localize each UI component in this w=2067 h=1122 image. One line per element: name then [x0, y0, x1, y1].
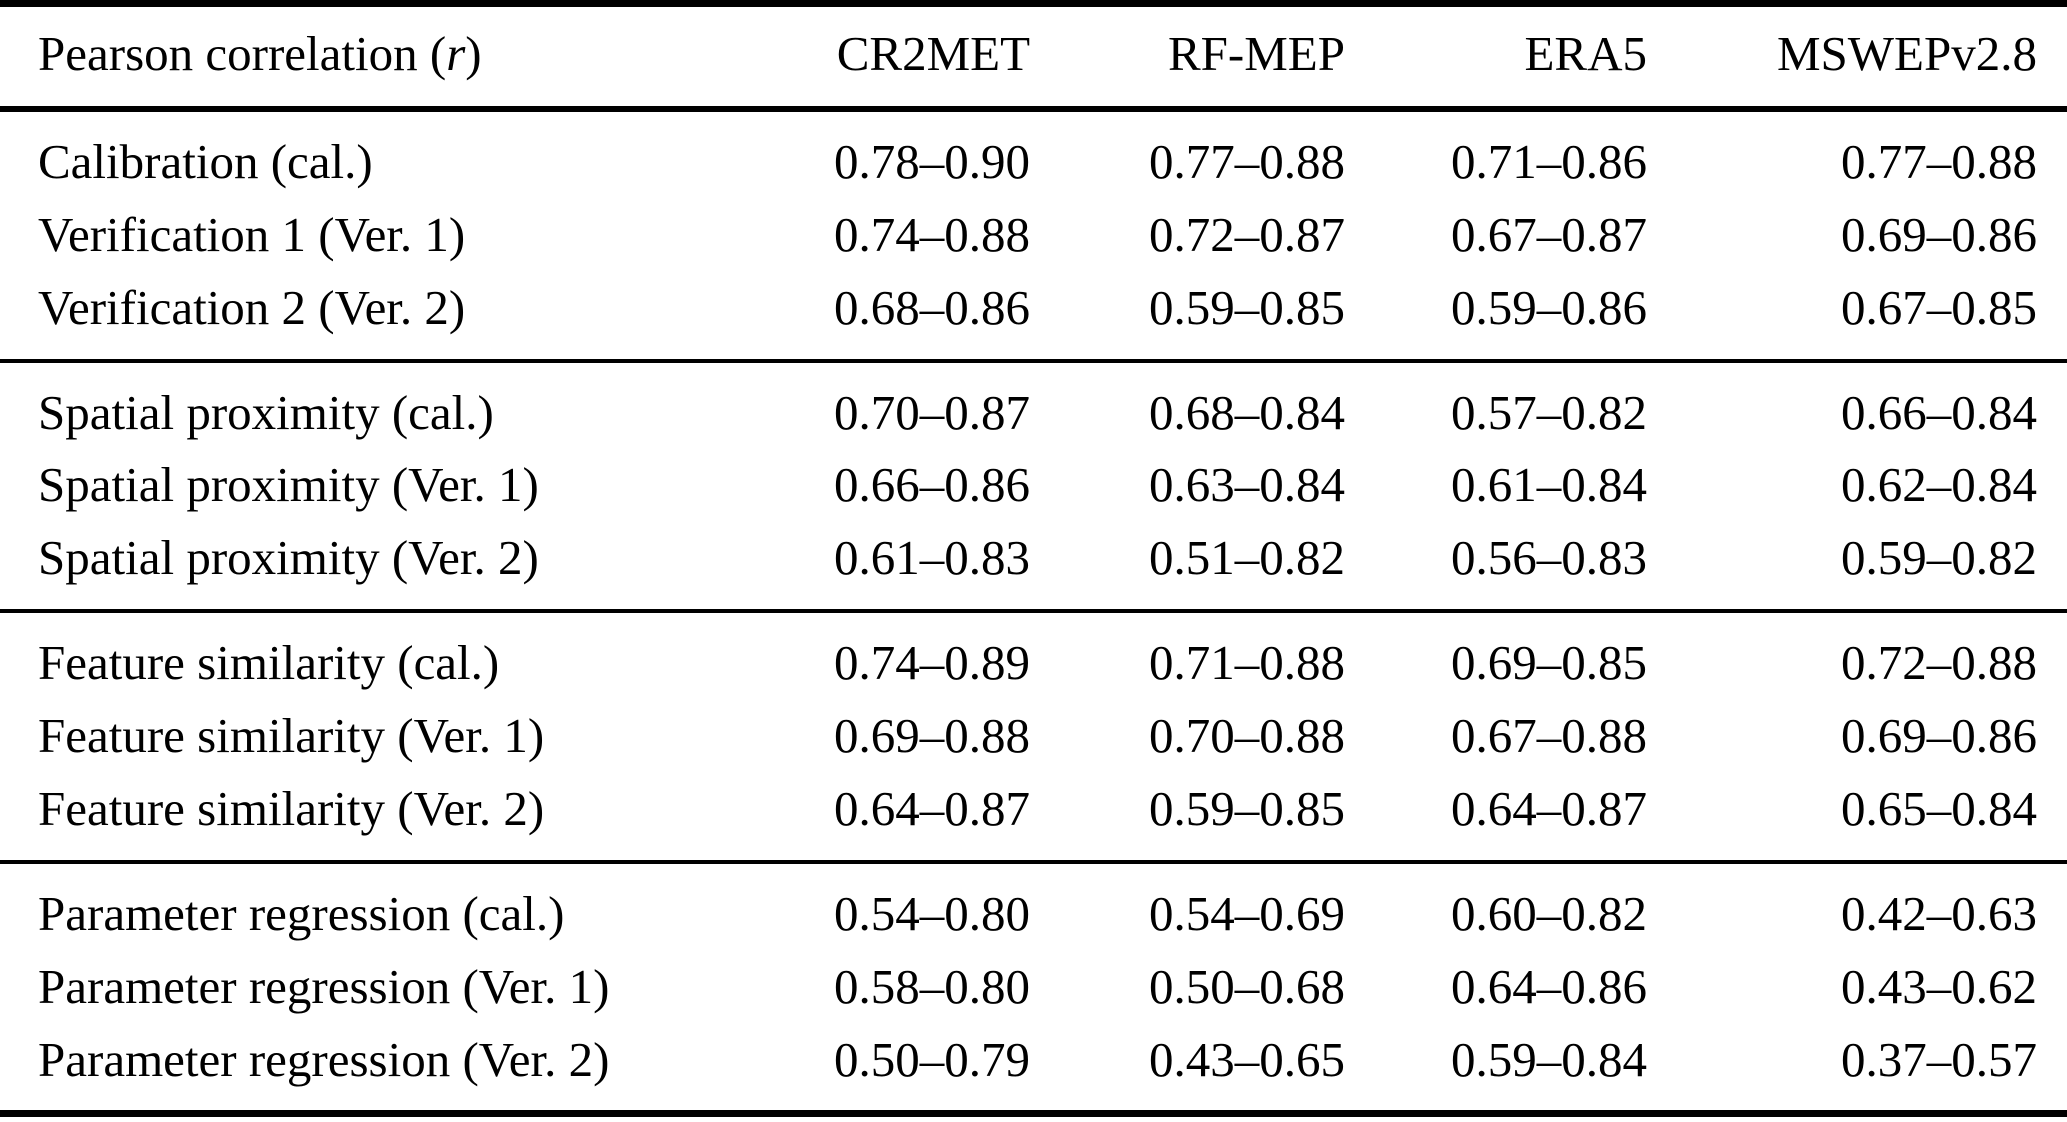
cell-value: 0.64–0.87 — [834, 780, 1030, 836]
cell-value: 0.64–0.87 — [1451, 780, 1647, 836]
header-metric: Pearson correlation (r) — [0, 3, 700, 112]
cell-value: 0.42–0.63 — [1647, 859, 2067, 951]
group-spatial-proximity: Spatial proximity (cal.) 0.70–0.87 0.68–… — [0, 358, 2067, 612]
table-row: Verification 2 (Ver. 2) 0.68–0.86 0.59–0… — [0, 272, 2067, 361]
table-row: Calibration (cal.) 0.78–0.90 0.77–0.88 0… — [0, 109, 2067, 199]
cell-value: 0.50–0.68 — [1149, 958, 1345, 1014]
table-row: Parameter regression (Ver. 1) 0.58–0.80 … — [0, 951, 2067, 1024]
cell-value: 0.50–0.79 — [834, 1031, 1030, 1087]
cell-value: 0.61–0.84 — [1451, 457, 1647, 513]
row-label: Parameter regression (cal.) — [0, 859, 700, 951]
cell-value: 0.63–0.84 — [1149, 457, 1345, 513]
row-label: Calibration (cal.) — [38, 133, 373, 189]
header-col-mswep: MSWEPv2.8 — [1647, 3, 2067, 112]
row-label: Feature similarity (Ver. 2) — [38, 780, 545, 836]
row-label: Spatial proximity (Ver. 2) — [38, 530, 539, 586]
cell-value: 0.68–0.86 — [834, 279, 1030, 335]
table-row: Parameter regression (cal.) 0.54–0.80 0.… — [0, 859, 2067, 951]
group-feature-similarity: Feature similarity (cal.) 0.74–0.89 0.71… — [0, 609, 2067, 862]
cell-value: 0.68–0.84 — [1030, 358, 1345, 450]
cell-value: 0.67–0.85 — [1841, 279, 2037, 335]
cell-value: 0.67–0.87 — [1451, 206, 1647, 262]
header-col-rf-mep: RF-MEP — [1030, 3, 1345, 112]
cell-value: 0.72–0.88 — [1647, 609, 2067, 700]
header-row: Pearson correlation (r) CR2MET RF-MEP ER… — [0, 3, 2067, 112]
table-header: Pearson correlation (r) CR2MET RF-MEP ER… — [0, 3, 2067, 112]
cell-value: 0.69–0.86 — [1841, 206, 2037, 262]
table-row: Parameter regression (Ver. 2) 0.50–0.79 … — [0, 1024, 2067, 1114]
header-col-era5: ERA5 — [1345, 3, 1647, 112]
cell-value: 0.59–0.82 — [1841, 530, 2037, 586]
row-label: Verification 2 (Ver. 2) — [38, 279, 466, 335]
header-metric-prefix: Pearson correlation ( — [38, 26, 447, 81]
cell-value: 0.59–0.84 — [1451, 1031, 1647, 1087]
cell-value: 0.64–0.86 — [1451, 958, 1647, 1014]
group-parameter-regression: Parameter regression (cal.) 0.54–0.80 0.… — [0, 859, 2067, 1114]
cell-value: 0.60–0.82 — [1345, 859, 1647, 951]
cell-value: 0.66–0.86 — [834, 457, 1030, 513]
cell-value: 0.77–0.88 — [1149, 133, 1345, 189]
row-label: Verification 1 (Ver. 1) — [38, 206, 466, 262]
row-label: Feature similarity (Ver. 1) — [38, 708, 545, 763]
table-row: Spatial proximity (Ver. 1) 0.66–0.86 0.6… — [0, 449, 2067, 522]
table-row: Spatial proximity (cal.) 0.70–0.87 0.68–… — [0, 358, 2067, 450]
row-label: Parameter regression (Ver. 2) — [38, 1031, 610, 1087]
cell-value: 0.56–0.83 — [1451, 530, 1647, 586]
cell-value: 0.54–0.69 — [1030, 859, 1345, 951]
cell-value: 0.66–0.84 — [1647, 358, 2067, 450]
cell-value: 0.70–0.88 — [1149, 708, 1345, 763]
table-row: Spatial proximity (Ver. 2) 0.61–0.83 0.5… — [0, 522, 2067, 611]
row-label: Parameter regression (Ver. 1) — [38, 958, 610, 1014]
cell-value: 0.71–0.86 — [1451, 133, 1647, 189]
cell-value: 0.43–0.65 — [1149, 1031, 1345, 1087]
cell-value: 0.69–0.88 — [834, 708, 1030, 763]
cell-value: 0.59–0.86 — [1451, 279, 1647, 335]
cell-value: 0.69–0.86 — [1841, 708, 2037, 763]
cell-value: 0.74–0.89 — [700, 609, 1030, 700]
cell-value: 0.54–0.80 — [700, 859, 1030, 951]
cell-value: 0.59–0.85 — [1149, 279, 1345, 335]
cell-value: 0.58–0.80 — [834, 958, 1030, 1014]
cell-value: 0.78–0.90 — [834, 133, 1030, 189]
cell-value: 0.61–0.83 — [834, 530, 1030, 586]
header-metric-suffix: ) — [465, 26, 482, 81]
cell-value: 0.43–0.62 — [1841, 958, 2037, 1014]
table-row: Feature similarity (Ver. 1) 0.69–0.88 0.… — [0, 700, 2067, 773]
cell-value: 0.70–0.87 — [700, 358, 1030, 450]
cell-value: 0.37–0.57 — [1841, 1031, 2037, 1087]
table-row: Feature similarity (cal.) 0.74–0.89 0.71… — [0, 609, 2067, 700]
table-row: Feature similarity (Ver. 2) 0.64–0.87 0.… — [0, 773, 2067, 862]
cell-value: 0.57–0.82 — [1345, 358, 1647, 450]
cell-value: 0.62–0.84 — [1841, 457, 2037, 513]
cell-value: 0.59–0.85 — [1149, 780, 1345, 836]
cell-value: 0.77–0.88 — [1841, 133, 2037, 189]
cell-value: 0.51–0.82 — [1149, 530, 1345, 586]
cell-value: 0.69–0.85 — [1345, 609, 1647, 700]
cell-value: 0.72–0.87 — [1149, 206, 1345, 262]
row-label: Spatial proximity (cal.) — [0, 358, 700, 450]
header-col-cr2met: CR2MET — [700, 3, 1030, 112]
row-label: Feature similarity (cal.) — [0, 609, 700, 700]
group-calibration-verification: Calibration (cal.) 0.78–0.90 0.77–0.88 0… — [0, 109, 2067, 361]
cell-value: 0.74–0.88 — [834, 206, 1030, 262]
cell-value: 0.71–0.88 — [1030, 609, 1345, 700]
cell-value: 0.65–0.84 — [1841, 780, 2037, 836]
header-metric-symbol: r — [446, 26, 466, 81]
row-label: Spatial proximity (Ver. 1) — [38, 457, 539, 513]
table-row: Verification 1 (Ver. 1) 0.74–0.88 0.72–0… — [0, 199, 2067, 272]
cell-value: 0.67–0.88 — [1451, 708, 1647, 763]
